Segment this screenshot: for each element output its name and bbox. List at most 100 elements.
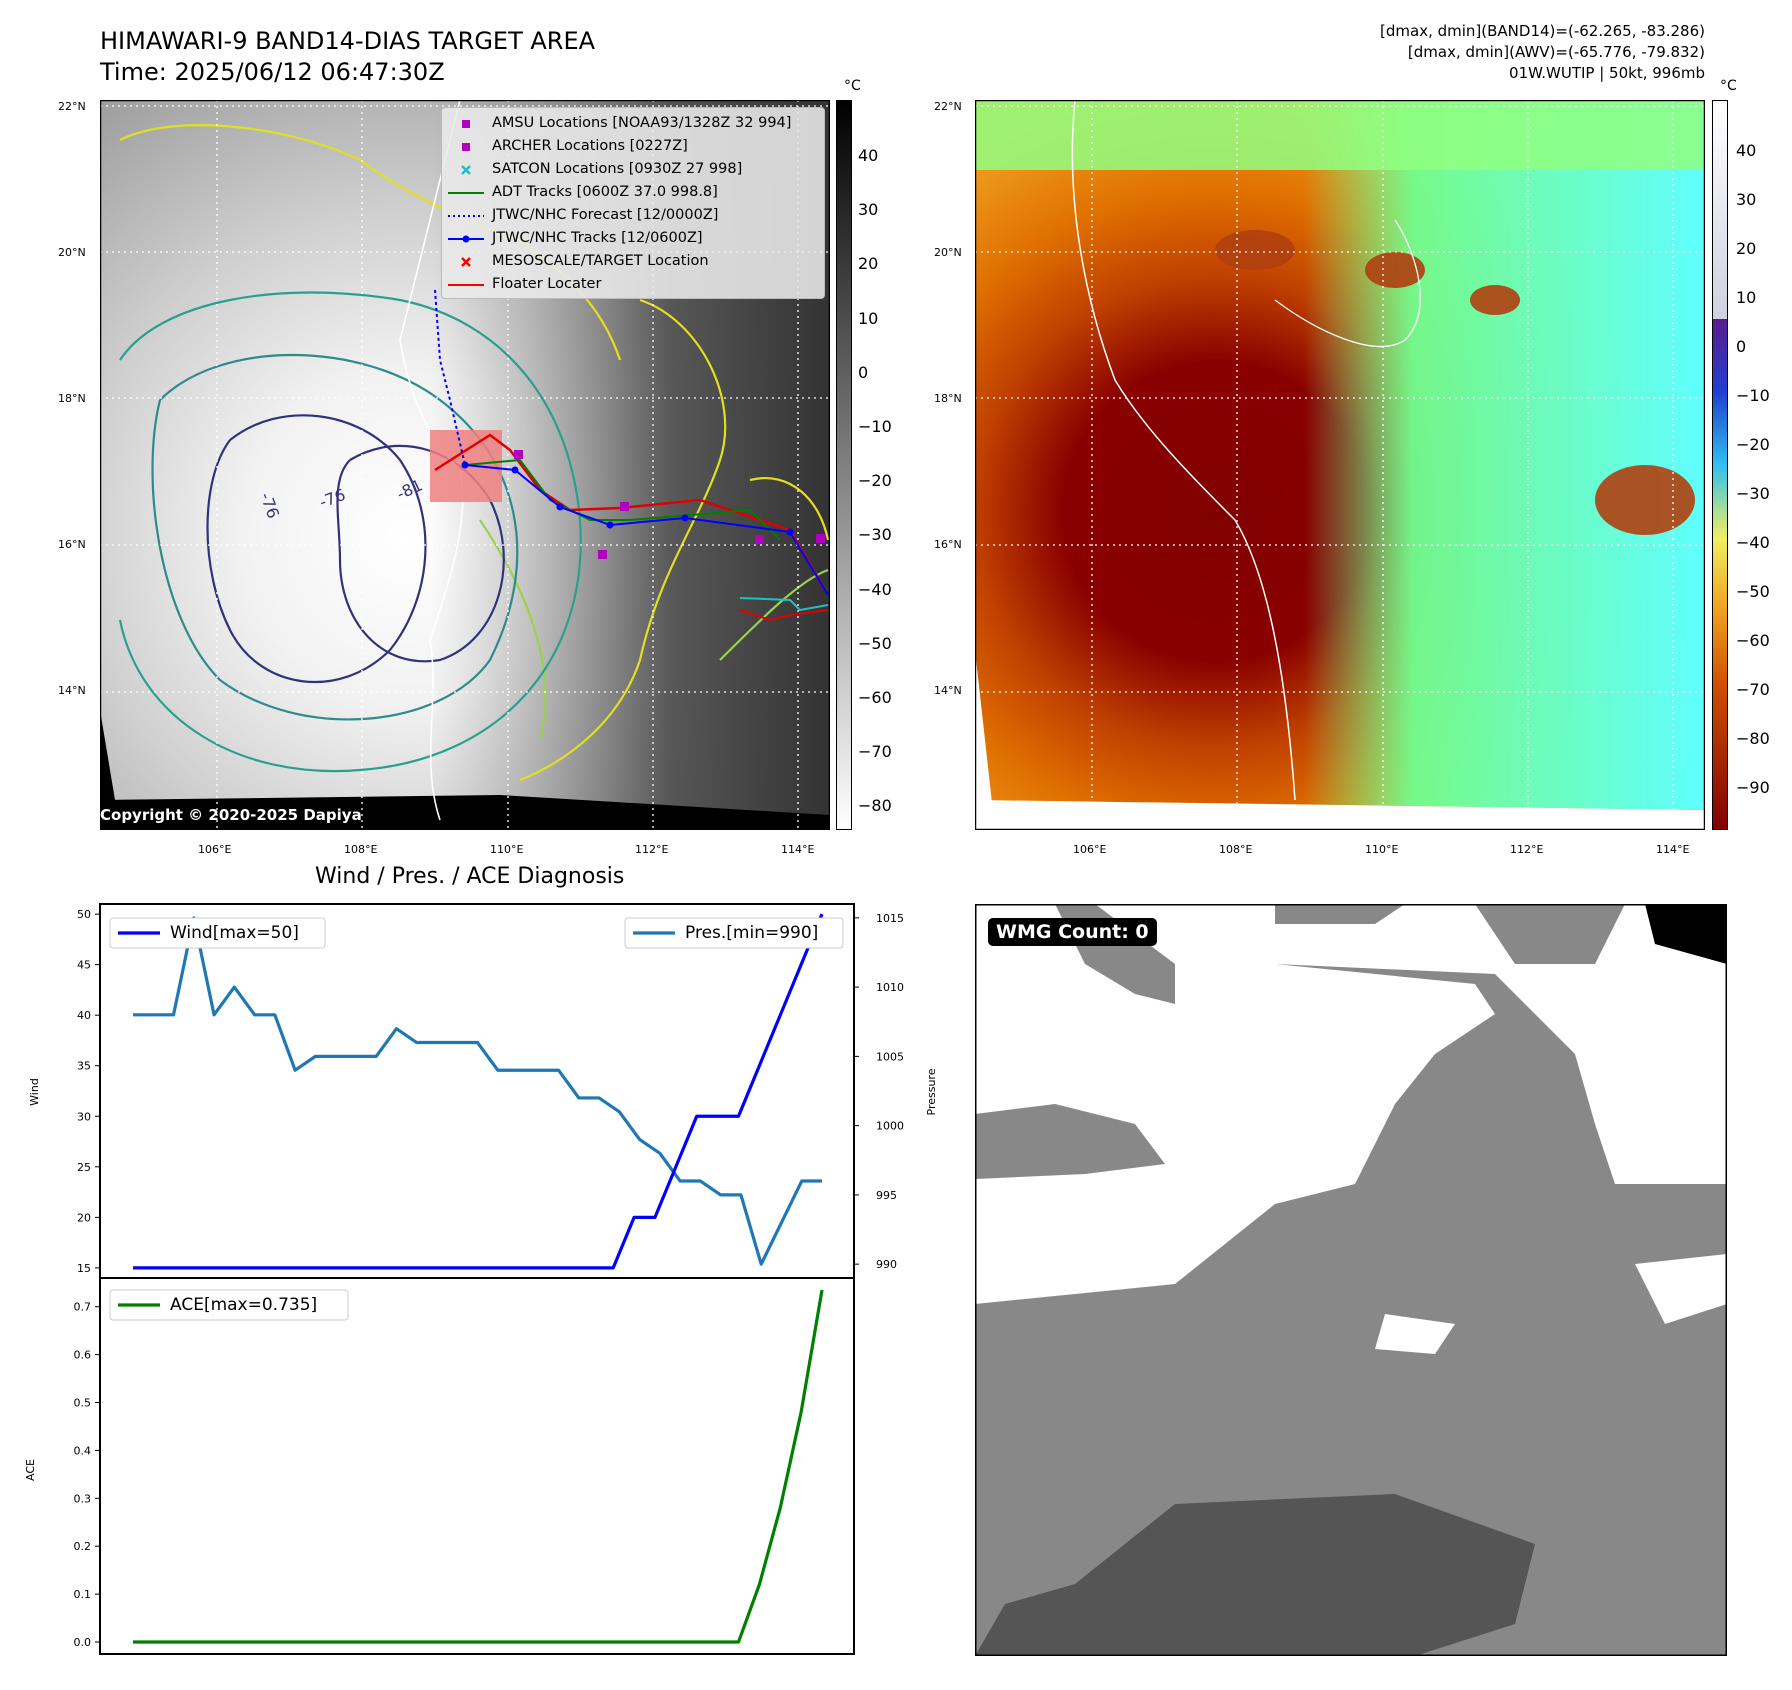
colorbar-tick: 10 <box>1736 288 1757 307</box>
colorbar-unit: °C <box>844 78 861 94</box>
legend-marker-icon <box>448 284 484 286</box>
awv-stats: [dmax, dmin](AWV)=(-65.776, -79.832) <box>1407 43 1705 61</box>
legend-label: SATCON Locations [0930Z 27 998] <box>492 161 743 177</box>
pressure-legend-box <box>624 917 844 949</box>
ace-axis-label: ACE <box>24 1459 37 1481</box>
awv-map <box>975 100 1705 830</box>
legend-marker-icon <box>448 192 484 194</box>
legend-marker-icon <box>448 215 484 217</box>
ace-tick-label: 0.6 <box>74 1349 92 1362</box>
lon-label: 108°E <box>344 843 378 856</box>
colorbar-tick: −20 <box>858 471 892 491</box>
ace-tick-label: 0.7 <box>74 1301 92 1314</box>
lon-label: 114°E <box>1656 843 1690 856</box>
ace-tick-label: 0.3 <box>74 1492 92 1505</box>
ace-tick-label: 0.0 <box>74 1636 92 1649</box>
lat-label: 14°N <box>58 684 86 697</box>
lon-label: 106°E <box>1073 843 1107 856</box>
legend-marker-icon <box>462 143 470 151</box>
lat-label: 18°N <box>934 392 962 405</box>
ace-tick-label: 0.1 <box>74 1588 92 1601</box>
diagnosis-title: Wind / Pres. / ACE Diagnosis <box>315 864 625 889</box>
legend-label: ARCHER Locations [0227Z] <box>492 138 688 154</box>
pressure-tick-label: 1015 <box>876 912 904 925</box>
colorbar-tick: −40 <box>858 579 892 599</box>
pressure-series-line <box>133 916 822 1266</box>
lat-label: 16°N <box>58 538 86 551</box>
wmg-count-badge: WMG Count: 0 <box>988 918 1157 946</box>
legend-label: AMSU Locations [NOAA93/1328Z 32 994] <box>492 115 792 131</box>
colorbar-tick: −70 <box>858 742 892 762</box>
ace-legend-box <box>109 1289 349 1321</box>
lon-label: 112°E <box>1510 843 1544 856</box>
lat-label: 16°N <box>934 538 962 551</box>
wind-tick-label: 50 <box>77 908 91 921</box>
ace-legend-label: ACE[max=0.735] <box>170 1295 317 1315</box>
colorbar-tick: −40 <box>1736 533 1770 552</box>
lat-label: 18°N <box>58 392 86 405</box>
wind-tick-label: 45 <box>77 959 91 972</box>
legend-label: Floater Locater <box>492 276 602 292</box>
colorbar-tick: −80 <box>1736 729 1770 748</box>
legend-label: MESOSCALE/TARGET Location <box>492 253 709 269</box>
lat-label: 22°N <box>934 100 962 113</box>
lon-label: 112°E <box>635 843 669 856</box>
awv-colorbar <box>1712 100 1728 830</box>
colorbar-tick: 10 <box>858 308 879 328</box>
wind-tick-label: 40 <box>77 1009 91 1022</box>
colorbar-tick: −10 <box>858 417 892 436</box>
storm-info: 01W.WUTIP | 50kt, 996mb <box>1509 64 1705 82</box>
wind-legend-box <box>109 917 326 949</box>
colorbar-tick: −80 <box>858 796 892 816</box>
copyright-label: Copyright © 2020-2025 Dapiya <box>100 806 362 824</box>
colorbar-tick: 20 <box>858 254 879 274</box>
colorbar-tick: −30 <box>858 525 892 545</box>
legend-label: ADT Tracks [0600Z 37.0 998.8] <box>492 184 718 200</box>
band14-stats: [dmax, dmin](BAND14)=(-62.265, -83.286) <box>1380 22 1705 40</box>
pressure-tick-label: 1010 <box>876 981 904 994</box>
colorbar-tick: −70 <box>1736 680 1770 699</box>
lat-label: 22°N <box>58 100 86 113</box>
ace-tick-label: 0.2 <box>74 1540 92 1553</box>
wind-tick-label: 35 <box>77 1060 91 1073</box>
wind-axis-label: Wind <box>28 1078 41 1106</box>
lon-label: 106°E <box>198 843 232 856</box>
colorbar-tick: −10 <box>1736 386 1770 405</box>
colorbar-unit: °C <box>1720 78 1737 94</box>
colorbar-tick: −20 <box>1736 435 1770 454</box>
pressure-tick-label: 1005 <box>876 1050 904 1063</box>
ace-tick-label: 0.4 <box>74 1444 92 1457</box>
colorbar-tick: 40 <box>858 146 879 165</box>
colorbar-tick: −50 <box>858 633 892 653</box>
pressure-tick-label: 990 <box>876 1258 897 1271</box>
ace-series-line <box>133 1289 824 1644</box>
colorbar-tick: 30 <box>858 200 879 220</box>
colorbar-tick: 0 <box>1736 337 1747 356</box>
colorbar-tick: 0 <box>858 362 869 382</box>
wind-tick-label: 30 <box>77 1110 91 1123</box>
band14-colorbar <box>836 100 852 830</box>
wind-series-line <box>133 913 824 1270</box>
colorbar-tick: −60 <box>858 688 892 707</box>
figure-time: Time: 2025/06/12 06:47:30Z <box>100 58 445 86</box>
pressure-legend-label: Pres.[min=990] <box>685 923 818 943</box>
wind-tick-label: 20 <box>77 1211 91 1224</box>
wmg-panel <box>975 904 1727 1656</box>
pressure-tick-label: 995 <box>876 1189 897 1202</box>
lon-label: 108°E <box>1219 843 1253 856</box>
lat-label: 20°N <box>934 246 962 259</box>
pressure-axis-label: Pressure <box>925 1068 938 1115</box>
legend-marker-icon <box>462 120 470 128</box>
legend-label: JTWC/NHC Tracks [12/0600Z] <box>492 230 703 246</box>
legend-marker-icon <box>461 165 471 175</box>
colorbar-tick: 40 <box>1736 141 1757 160</box>
wind-legend-label: Wind[max=50] <box>170 923 299 943</box>
colorbar-tick: −90 <box>1736 778 1770 797</box>
legend-marker-icon <box>461 257 471 267</box>
wind-tick-label: 15 <box>77 1262 91 1275</box>
colorbar-tick: 30 <box>1736 190 1757 209</box>
pressure-tick-label: 1000 <box>876 1120 904 1133</box>
lon-label: 110°E <box>490 843 524 856</box>
colorbar-tick: 20 <box>1736 239 1757 258</box>
